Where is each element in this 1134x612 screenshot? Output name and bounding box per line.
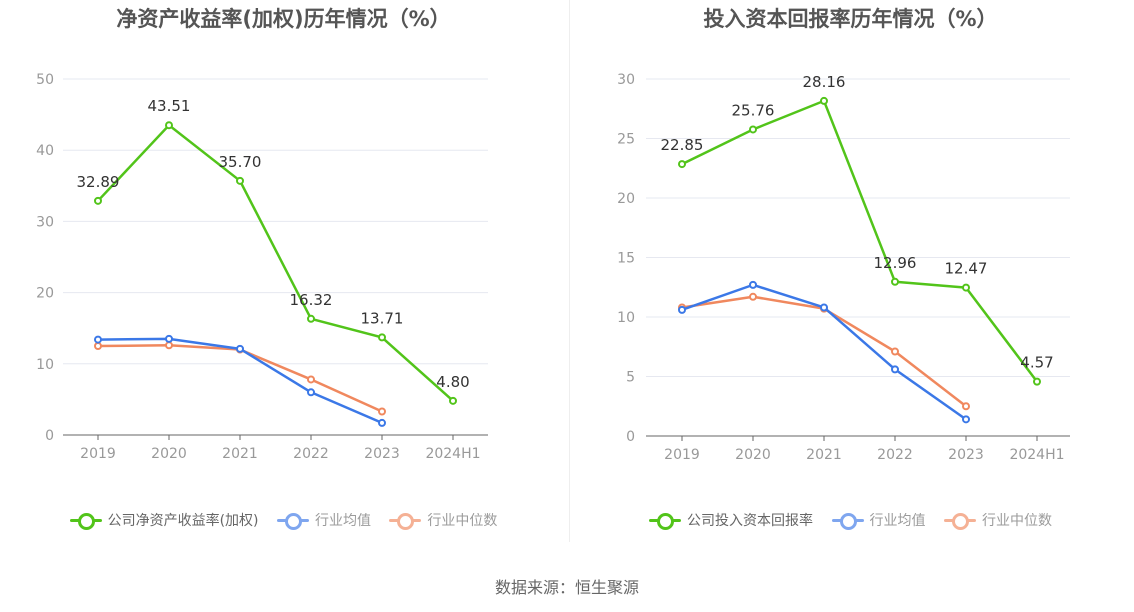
legend-item-company-roic[interactable]: 公司投入资本回报率: [649, 510, 813, 530]
legend-label-company-roe: 公司净资产收益率(加权): [107, 513, 259, 529]
legend-item-industry-avg[interactable]: 行业均值: [276, 510, 371, 530]
legend-item-industry-median[interactable]: 行业中位数: [943, 510, 1052, 530]
data-label: 12.96: [874, 254, 917, 272]
series-line-company: [681, 99, 1038, 383]
data-point-company: [94, 196, 102, 205]
legend-marker-company: [649, 510, 682, 530]
x-tick-label: 2023: [364, 446, 400, 462]
legend-marker-company: [69, 510, 102, 530]
y-tick-label: 50: [36, 72, 54, 88]
series-line-company: [97, 123, 454, 402]
legend-marker-median: [389, 510, 422, 530]
x-tick-label: 2020: [735, 447, 771, 463]
legend-item-company-roe[interactable]: 公司净资产收益率(加权): [69, 510, 259, 530]
y-tick-label: 5: [626, 370, 635, 386]
legend-marker-avg: [276, 510, 309, 530]
x-tick-label: 2019: [664, 447, 700, 463]
roic-chart-panel: 投入资本回报率历年情况（%） 0 5 10 15 20 25 30 2019 2020 2021 2…: [567, 0, 1134, 545]
roic-chart-plot: 0 5 10 15 20 25 30 2019 2020 2021 2022 2023 2024H1 22…: [617, 72, 1070, 463]
y-tick-label: 0: [45, 428, 54, 444]
data-point-avg: [749, 280, 757, 289]
data-point-avg: [236, 344, 244, 353]
data-point-company: [236, 176, 244, 185]
x-tick-label: 2023: [948, 447, 984, 463]
x-tick-label: 2021: [806, 447, 842, 463]
data-label: 28.16: [803, 73, 846, 91]
roic-chart-title: 投入资本回报率历年情况（%）: [703, 7, 998, 31]
legend-item-industry-avg[interactable]: 行业均值: [831, 510, 926, 530]
y-tick-label: 20: [36, 286, 54, 302]
data-point-company: [678, 160, 686, 169]
x-tick-label: 2024H1: [1009, 447, 1064, 463]
data-point-median: [749, 292, 757, 301]
panel-divider: [569, 0, 570, 542]
data-point-median: [307, 375, 315, 384]
y-tick-label: 25: [617, 132, 635, 148]
data-label: 16.32: [290, 291, 333, 309]
x-tick-label: 2022: [877, 447, 913, 463]
data-source-note: 数据来源：恒生聚源: [494, 578, 639, 597]
data-point-company: [962, 283, 970, 292]
data-point-median: [891, 347, 899, 356]
x-tick-label: 2022: [293, 446, 329, 462]
x-tick-label: 2021: [222, 446, 258, 462]
data-label: 35.70: [219, 153, 262, 171]
data-point-company: [378, 333, 386, 342]
data-point-company: [307, 314, 315, 323]
data-label: 25.76: [732, 101, 775, 119]
y-tick-label: 15: [617, 251, 635, 267]
legend-label-industry-median: 行业中位数: [981, 513, 1052, 529]
legend-label-industry-median: 行业中位数: [427, 513, 498, 529]
y-tick-label: 10: [36, 357, 54, 373]
legend-item-industry-median[interactable]: 行业中位数: [389, 510, 497, 530]
y-tick-label: 30: [36, 214, 54, 230]
y-tick-label: 0: [626, 429, 635, 445]
legend-marker-avg: [831, 510, 864, 530]
roe-chart-title: 净资产收益率(加权)历年情况（%）: [116, 7, 451, 31]
y-tick-label: 10: [617, 310, 635, 326]
data-label: 4.57: [1020, 354, 1053, 372]
x-tick-label: 2020: [151, 446, 187, 462]
data-point-company: [165, 121, 173, 130]
data-label: 12.47: [945, 260, 988, 278]
y-tick-label: 30: [617, 72, 635, 88]
data-point-avg: [820, 303, 828, 312]
roe-chart-plot: 0 10 20 30 40 50 2019 2020 2021 2022 2023 2024H1 32.…: [36, 72, 488, 462]
y-tick-label: 20: [617, 191, 635, 207]
data-point-avg: [165, 334, 173, 343]
legend-label-industry-avg: 行业均值: [314, 513, 371, 529]
data-point-avg: [94, 335, 102, 344]
x-tick-label: 2024H1: [425, 446, 480, 462]
data-point-company: [749, 125, 757, 134]
data-point-avg: [307, 388, 315, 397]
data-point-avg: [962, 415, 970, 424]
data-point-company: [820, 96, 828, 105]
data-point-avg: [678, 305, 686, 314]
data-point-company: [1033, 377, 1041, 386]
data-point-median: [378, 407, 386, 416]
data-label: 13.71: [361, 309, 404, 327]
data-point-median: [94, 342, 102, 350]
data-label: 22.85: [661, 136, 704, 154]
legend-marker-median: [943, 510, 976, 530]
data-point-company: [449, 396, 457, 405]
roe-chart-panel: 净资产收益率(加权)历年情况（%） 0 10 20 30 40 50 2019 2020 202…: [0, 0, 567, 545]
data-point-avg: [891, 365, 899, 374]
data-point-median: [165, 341, 173, 350]
legend-label-industry-avg: 行业均值: [869, 513, 926, 529]
data-point-avg: [378, 418, 386, 427]
data-point-company: [891, 277, 899, 286]
y-tick-label: 40: [36, 143, 54, 159]
roe-chart-legend: 公司净资产收益率(加权) 行业均值 行业中位数: [0, 510, 567, 534]
legend-label-company-roic: 公司投入资本回报率: [687, 513, 814, 529]
series-line-median: [97, 344, 383, 413]
data-label: 43.51: [148, 97, 191, 115]
x-tick-label: 2019: [80, 446, 116, 462]
data-label: 4.80: [436, 373, 469, 391]
data-point-median: [962, 402, 970, 411]
roic-chart-legend: 公司投入资本回报率 行业均值 行业中位数: [567, 510, 1134, 534]
data-label: 32.89: [77, 173, 120, 191]
